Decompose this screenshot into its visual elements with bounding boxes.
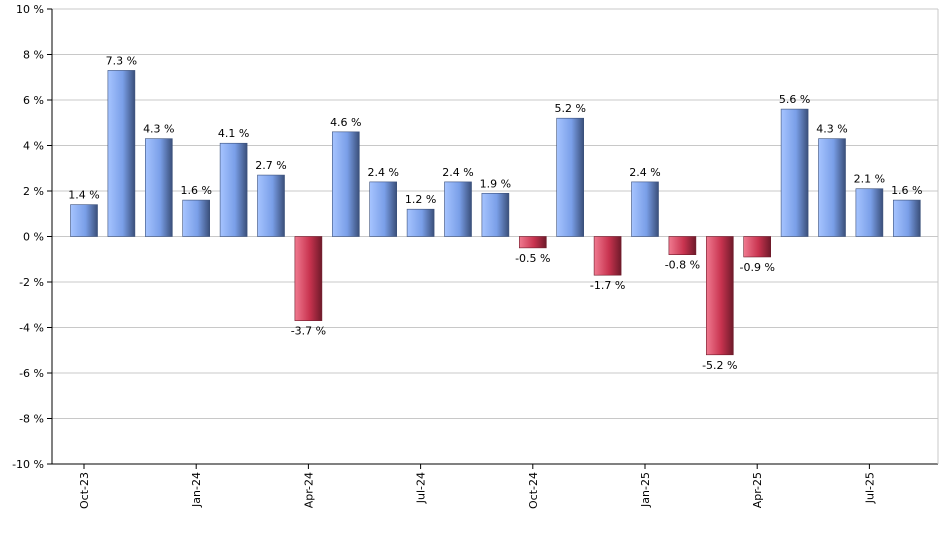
data-label-Sep-24: 1.9 % bbox=[480, 177, 511, 190]
bar-Mar-24 bbox=[257, 174, 285, 237]
data-label-Apr-25: -0.9 % bbox=[739, 261, 774, 274]
bar-Apr-25 bbox=[743, 236, 772, 258]
y-tick-label: 4 % bbox=[23, 140, 44, 153]
y-tick-label: 2 % bbox=[23, 185, 44, 198]
data-label-Jan-25: 2.4 % bbox=[629, 166, 660, 179]
data-label-Apr-24: -3.7 % bbox=[291, 325, 326, 338]
bar-Oct-24 bbox=[518, 236, 547, 249]
bar-Oct-23 bbox=[70, 204, 98, 237]
y-tick-label: 10 % bbox=[16, 3, 44, 16]
data-label-Aug-25: 1.6 % bbox=[891, 184, 922, 197]
data-label-Jul-25: 2.1 % bbox=[854, 173, 885, 186]
data-label-Dec-23: 4.3 % bbox=[143, 123, 174, 136]
data-label-Jun-24: 2.4 % bbox=[367, 166, 398, 179]
x-tick-label: Oct-23 bbox=[78, 472, 91, 509]
x-tick-label: Jan-24 bbox=[190, 472, 203, 508]
x-tick-label: Apr-25 bbox=[751, 472, 764, 508]
bar-Jun-25 bbox=[818, 138, 846, 237]
data-label-Mar-24: 2.7 % bbox=[255, 159, 286, 172]
bar-Dec-24 bbox=[593, 236, 622, 276]
bar-Jul-24 bbox=[406, 208, 435, 237]
x-tick-labels: Oct-23 Jan-24 Apr-24 Jul-24 Oct-24 Jan-25 Apr-… bbox=[78, 472, 876, 509]
data-label-Mar-25: -5.2 % bbox=[702, 359, 737, 372]
bar-Nov-24 bbox=[556, 117, 585, 237]
x-tick-label: Apr-24 bbox=[302, 472, 315, 508]
data-label-Oct-23: 1.4 % bbox=[68, 189, 99, 202]
bar-May-25 bbox=[780, 108, 809, 237]
bar-May-24 bbox=[331, 131, 360, 237]
bar-Jan-24 bbox=[182, 199, 210, 237]
data-labels: 1.4 % 7.3 % 4.3 % 1.6 % 4.1 % 2.7 % -3.7 % 4.6 … bbox=[68, 54, 922, 371]
data-label-Feb-25: -0.8 % bbox=[665, 259, 700, 272]
data-label-Jan-24: 1.6 % bbox=[180, 184, 211, 197]
bar-Mar-25 bbox=[705, 236, 734, 356]
y-tick-label: 8 % bbox=[23, 49, 44, 62]
data-label-Jul-24: 1.2 % bbox=[405, 193, 436, 206]
data-label-Aug-24: 2.4 % bbox=[442, 166, 473, 179]
bar-Aug-24 bbox=[444, 181, 472, 237]
data-label-Nov-23: 7.3 % bbox=[106, 54, 137, 67]
x-tick-label: Jul-25 bbox=[863, 472, 876, 504]
y-tick-label: -10 % bbox=[12, 458, 44, 471]
y-tick-label: -6 % bbox=[19, 367, 44, 380]
data-label-Feb-24: 4.1 % bbox=[218, 127, 249, 140]
x-tick-label: Jul-24 bbox=[415, 472, 428, 504]
data-label-May-24: 4.6 % bbox=[330, 116, 361, 129]
bar-Dec-23 bbox=[145, 138, 173, 237]
y-tick-label: 6 % bbox=[23, 94, 44, 107]
axes bbox=[47, 8, 939, 469]
y-tick-label: -8 % bbox=[19, 413, 44, 426]
bar-Apr-24 bbox=[294, 236, 323, 321]
bar-Jul-25 bbox=[855, 188, 884, 237]
data-label-Jun-25: 4.3 % bbox=[816, 123, 847, 136]
bar-Jun-24 bbox=[369, 181, 398, 237]
y-tick-label: -2 % bbox=[19, 276, 44, 289]
bar-Nov-23 bbox=[107, 70, 136, 237]
data-label-May-25: 5.6 % bbox=[779, 93, 810, 106]
bars bbox=[70, 70, 921, 356]
data-label-Oct-24: -0.5 % bbox=[515, 252, 550, 265]
y-tick-label: -4 % bbox=[19, 322, 44, 335]
bar-Jan-25 bbox=[631, 181, 659, 237]
bar-Sep-24 bbox=[481, 192, 510, 237]
data-label-Dec-24: -1.7 % bbox=[590, 279, 625, 292]
y-tick-labels: -10 % -8 % -6 % -4 % -2 % 0 % 2 % 4 % 6 % 8 % 10 % bbox=[12, 3, 44, 471]
bar-Aug-25 bbox=[892, 199, 921, 237]
y-tick-label: 0 % bbox=[23, 231, 44, 244]
x-tick-label: Oct-24 bbox=[527, 472, 540, 509]
bar-Feb-24 bbox=[219, 142, 248, 237]
data-label-Nov-24: 5.2 % bbox=[554, 102, 585, 115]
x-tick-label: Jan-25 bbox=[639, 472, 652, 508]
bar-Feb-25 bbox=[668, 236, 697, 256]
